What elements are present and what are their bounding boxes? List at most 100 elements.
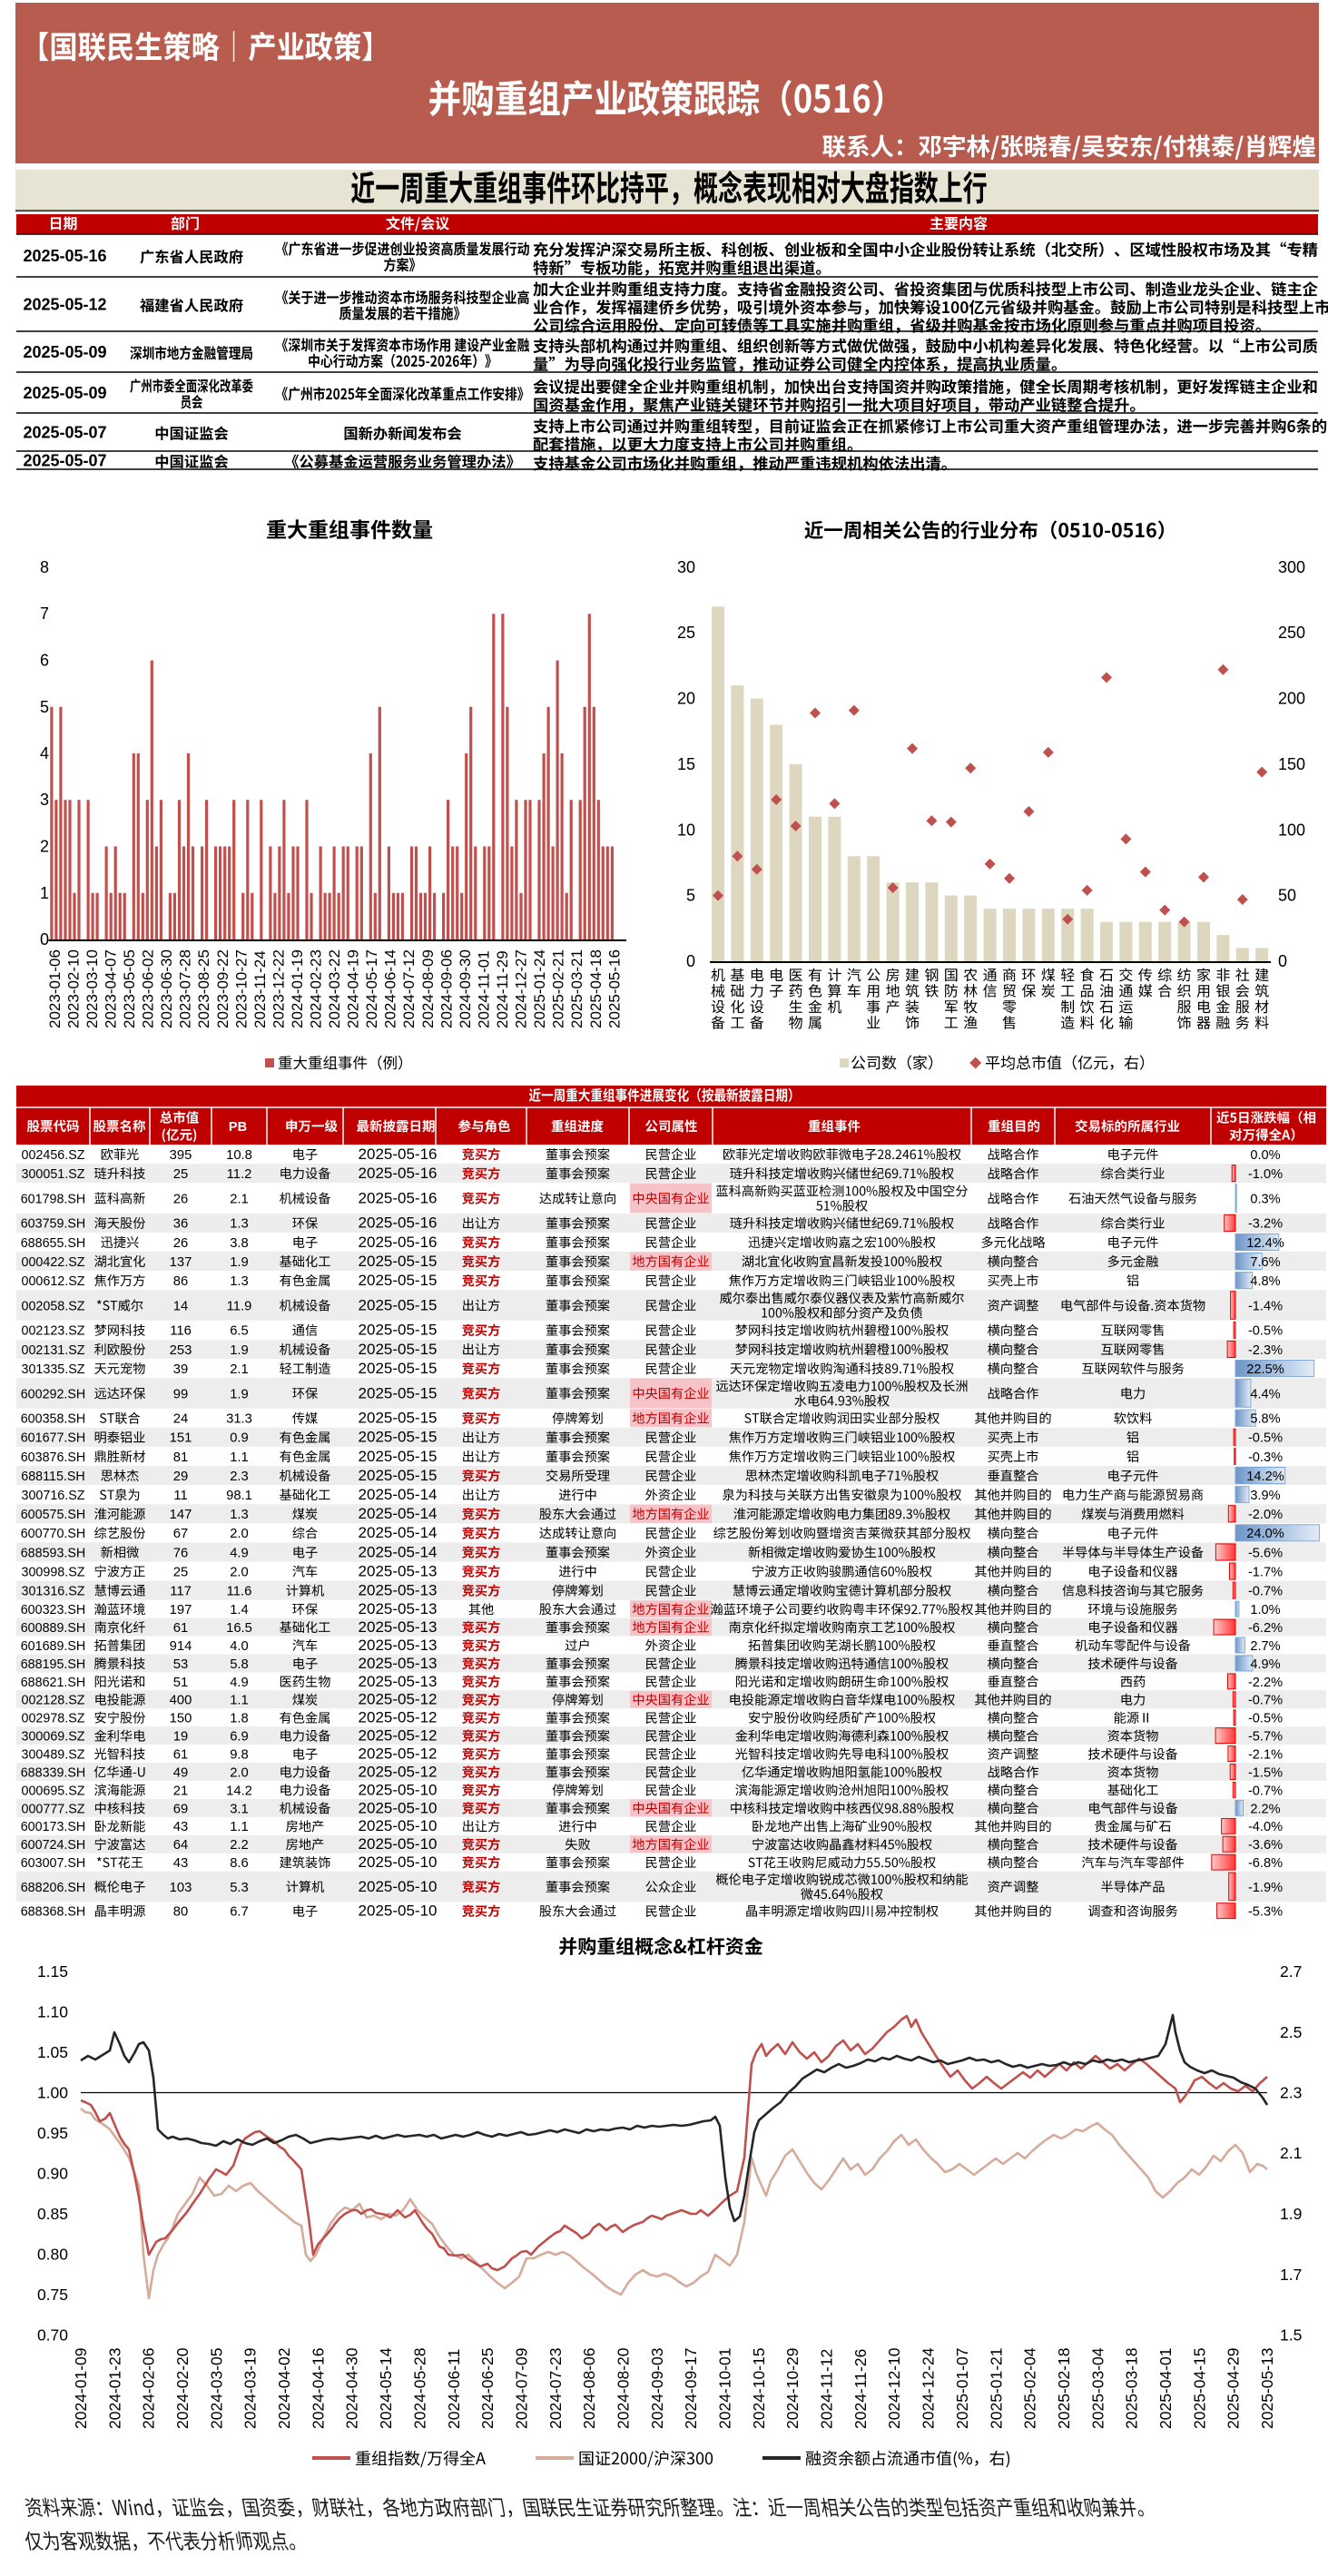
svg-text:0.70: 0.70 (37, 2326, 68, 2345)
svg-text:2025-05-16: 2025-05-16 (23, 247, 106, 265)
svg-text:2025-05-09: 2025-05-09 (23, 343, 106, 361)
svg-text:PB: PB (229, 1120, 247, 1135)
svg-text:300: 300 (1278, 558, 1305, 576)
svg-text:2: 2 (40, 838, 49, 856)
svg-text:117: 117 (170, 1585, 192, 1599)
svg-text:2025-03-18: 2025-03-18 (1123, 2347, 1141, 2429)
svg-text:2023-10-27: 2023-10-27 (232, 949, 250, 1028)
svg-text:11: 11 (173, 1489, 187, 1503)
svg-text:12.4%: 12.4% (1246, 1236, 1284, 1251)
svg-text:2024-03-22: 2024-03-22 (326, 949, 343, 1028)
svg-text:2024-01-23: 2024-01-23 (105, 2347, 123, 2429)
svg-text:2025-04-15: 2025-04-15 (1190, 2347, 1208, 2429)
svg-text:-6.2%: -6.2% (1248, 1621, 1283, 1636)
svg-text:2025-05-14: 2025-05-14 (359, 1543, 438, 1560)
svg-text:2.2%: 2.2% (1250, 1802, 1280, 1816)
svg-text:5: 5 (686, 887, 695, 905)
svg-text:600292.SH: 600292.SH (21, 1387, 86, 1401)
svg-text:-3.2%: -3.2% (1248, 1217, 1283, 1232)
svg-text:688339.SH: 688339.SH (21, 1765, 86, 1780)
svg-text:2023-12-22: 2023-12-22 (270, 949, 287, 1028)
svg-text:600770.SH: 600770.SH (21, 1527, 86, 1541)
svg-text:-2.2%: -2.2% (1248, 1676, 1283, 1690)
svg-text:2024-09-17: 2024-09-17 (682, 2347, 700, 2429)
svg-text:0.3%: 0.3% (1250, 1192, 1280, 1206)
svg-text:2025-05-15: 2025-05-15 (359, 1467, 438, 1484)
svg-text:002131.SZ: 002131.SZ (22, 1343, 85, 1358)
svg-text:1.3: 1.3 (230, 1274, 249, 1289)
svg-text:2025-02-21: 2025-02-21 (550, 949, 567, 1028)
svg-text:-5.3%: -5.3% (1248, 1905, 1283, 1920)
svg-text:26: 26 (173, 1192, 188, 1206)
svg-text:688655.SH: 688655.SH (21, 1236, 86, 1251)
svg-text:2025-05-10: 2025-05-10 (359, 1853, 438, 1871)
svg-text:600889.SH: 600889.SH (21, 1621, 86, 1636)
svg-text:2024-03-19: 2024-03-19 (241, 2347, 260, 2429)
svg-text:150: 150 (1278, 755, 1305, 773)
svg-text:2025-05-16: 2025-05-16 (359, 1145, 438, 1163)
svg-text:0.0%: 0.0% (1250, 1148, 1280, 1163)
svg-text:2025-05-12: 2025-05-12 (359, 1727, 438, 1745)
svg-text:300489.SZ: 300489.SZ (22, 1748, 85, 1763)
svg-text:2023-01-06: 2023-01-06 (46, 949, 64, 1028)
svg-text:7.6%: 7.6% (1250, 1255, 1280, 1270)
svg-text:002978.SZ: 002978.SZ (22, 1712, 85, 1726)
svg-text:2024-11-12: 2024-11-12 (818, 2349, 836, 2429)
svg-text:2025-05-13: 2025-05-13 (359, 1582, 438, 1599)
svg-text:600323.SH: 600323.SH (21, 1603, 86, 1617)
svg-text:2025-05-13: 2025-05-13 (359, 1562, 438, 1579)
svg-text:395: 395 (170, 1148, 192, 1163)
svg-text:2025-05-12: 2025-05-12 (23, 296, 106, 314)
svg-text:2023-03-10: 2023-03-10 (84, 949, 101, 1028)
svg-text:300051.SZ: 300051.SZ (22, 1167, 85, 1182)
svg-text:10: 10 (677, 821, 695, 839)
svg-text:688115.SH: 688115.SH (21, 1470, 84, 1484)
svg-text:39: 39 (173, 1362, 188, 1377)
svg-text:86: 86 (173, 1274, 188, 1289)
svg-text:2025-05-10: 2025-05-10 (359, 1799, 438, 1816)
svg-text:000612.SZ: 000612.SZ (22, 1274, 85, 1289)
svg-text:19: 19 (173, 1730, 188, 1745)
svg-text:5: 5 (40, 698, 49, 716)
svg-text:-0.7%: -0.7% (1248, 1784, 1283, 1798)
svg-text:24: 24 (173, 1412, 188, 1427)
svg-text:0.95: 0.95 (37, 2124, 68, 2142)
svg-text:0.9: 0.9 (230, 1431, 249, 1446)
svg-text:1.00: 1.00 (37, 2084, 68, 2102)
svg-text:000422.SZ: 000422.SZ (22, 1255, 85, 1270)
svg-text:002456.SZ: 002456.SZ (22, 1148, 85, 1163)
svg-text:4: 4 (40, 744, 49, 762)
svg-text:1.1: 1.1 (230, 1450, 249, 1465)
svg-text:116: 116 (170, 1324, 192, 1339)
svg-text:300998.SZ: 300998.SZ (22, 1565, 85, 1579)
svg-text:2024-01-09: 2024-01-09 (72, 2347, 90, 2429)
svg-text:2.7: 2.7 (1280, 1962, 1302, 1981)
svg-text:1.1: 1.1 (230, 1820, 249, 1834)
svg-text:2025-05-16: 2025-05-16 (359, 1214, 438, 1232)
svg-text:2025-01-24: 2025-01-24 (531, 949, 548, 1028)
svg-text:2025-05-15: 2025-05-15 (359, 1410, 438, 1427)
svg-text:67: 67 (173, 1527, 188, 1541)
svg-text:1.9: 1.9 (230, 1255, 249, 1270)
svg-text:80: 80 (173, 1905, 188, 1920)
svg-text:2024-05-28: 2024-05-28 (410, 2347, 428, 2429)
svg-text:1.3: 1.3 (230, 1508, 249, 1522)
svg-text:2023-07-28: 2023-07-28 (177, 949, 194, 1028)
svg-text:2024-02-20: 2024-02-20 (173, 2347, 192, 2429)
svg-text:147: 147 (170, 1508, 192, 1522)
svg-text:4.9: 4.9 (230, 1546, 249, 1560)
svg-text:-5.7%: -5.7% (1248, 1730, 1283, 1745)
svg-text:2025-05-10: 2025-05-10 (359, 1835, 438, 1853)
svg-text:2023-06-02: 2023-06-02 (140, 949, 157, 1028)
svg-text:2.5: 2.5 (1280, 2023, 1302, 2041)
svg-text:2024-04-19: 2024-04-19 (345, 949, 362, 1028)
svg-text:2025-05-13: 2025-05-13 (359, 1618, 438, 1636)
svg-text:14.2%: 14.2% (1246, 1470, 1284, 1484)
svg-text:603759.SH: 603759.SH (21, 1217, 86, 1232)
svg-text:64: 64 (173, 1838, 188, 1853)
svg-text:1.4: 1.4 (230, 1603, 249, 1617)
svg-text:2025-05-16: 2025-05-16 (359, 1189, 438, 1206)
svg-text:250: 250 (1278, 624, 1305, 642)
svg-text:301335.SZ: 301335.SZ (22, 1362, 85, 1377)
svg-text:601677.SH: 601677.SH (21, 1431, 86, 1446)
